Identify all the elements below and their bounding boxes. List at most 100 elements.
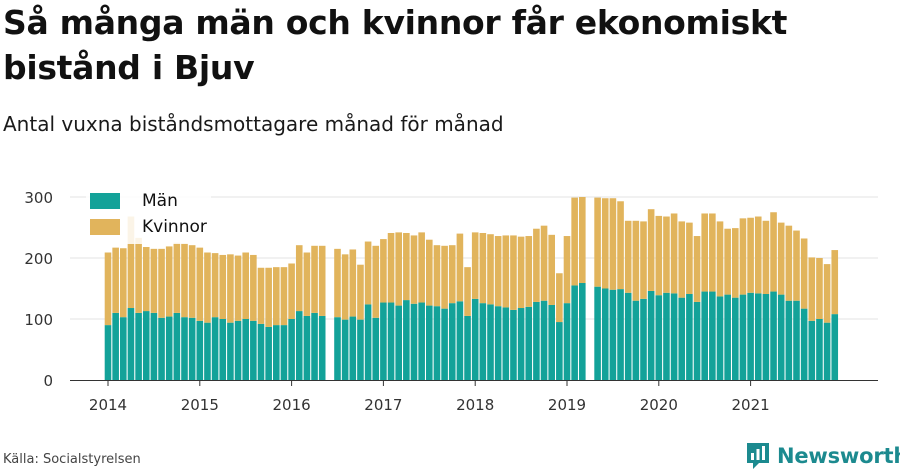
- y-tick-label: 0: [43, 372, 53, 390]
- bar-man: [762, 293, 770, 380]
- bar-kvinnor: [747, 217, 754, 293]
- bar-kvinnor: [502, 235, 510, 308]
- bar-man: [617, 289, 624, 380]
- bar-man: [127, 308, 135, 380]
- bar-kvinnor: [709, 213, 716, 292]
- bar-kvinnor: [670, 213, 678, 294]
- x-tick-label: 2014: [89, 396, 127, 414]
- bar-kvinnor: [441, 245, 448, 309]
- bar-man: [693, 301, 701, 380]
- bar-kvinnor: [732, 228, 739, 298]
- bar-kvinnor: [655, 215, 663, 296]
- bar-kvinnor: [816, 258, 823, 319]
- bar-kvinnor: [395, 232, 402, 306]
- bar-man: [548, 304, 555, 380]
- bar-kvinnor: [104, 252, 112, 326]
- bar-kvinnor: [364, 241, 372, 305]
- bar-man: [257, 323, 265, 380]
- bar-kvinnor: [127, 216, 135, 309]
- x-tick-label: 2019: [548, 396, 586, 414]
- bar-kvinnor: [563, 236, 571, 304]
- bar-kvinnor: [594, 197, 601, 287]
- bar-kvinnor: [571, 197, 578, 286]
- bar-man: [739, 294, 747, 380]
- bar-man: [670, 293, 678, 380]
- bar-man: [380, 302, 387, 380]
- bar-man: [556, 322, 563, 380]
- bar-kvinnor: [372, 245, 380, 318]
- x-tick-label: 2015: [181, 396, 219, 414]
- bar-man: [777, 294, 785, 380]
- y-tick-label: 200: [24, 250, 53, 268]
- bar-man: [716, 296, 724, 380]
- bar-kvinnor: [448, 245, 456, 304]
- bar-kvinnor: [188, 245, 196, 318]
- bar-kvinnor: [785, 225, 793, 301]
- bar-kvinnor: [517, 236, 525, 309]
- legend-swatch-kvinnor: [90, 219, 120, 235]
- bar-kvinnor: [556, 273, 563, 323]
- bar-man: [601, 288, 609, 380]
- bar-man: [647, 290, 655, 380]
- bar-man: [502, 307, 510, 380]
- bar-man: [816, 319, 823, 380]
- bar-man: [785, 300, 793, 380]
- bar-man: [563, 303, 571, 380]
- bar-kvinnor: [754, 216, 762, 294]
- chart-subtitle: Antal vuxna biståndsmottagare månad för …: [3, 112, 504, 136]
- bar-man: [173, 312, 181, 380]
- bar-kvinnor: [533, 228, 540, 302]
- bar-man: [265, 326, 272, 380]
- bar-man: [112, 312, 119, 380]
- bar-kvinnor: [242, 252, 249, 319]
- bar-man: [181, 317, 188, 380]
- bar-man: [686, 293, 693, 380]
- bar-man: [188, 317, 196, 380]
- bar-kvinnor: [303, 252, 311, 316]
- bar-man: [464, 315, 471, 380]
- bar-kvinnor: [632, 220, 640, 301]
- bar-kvinnor: [609, 198, 617, 290]
- bar-kvinnor: [494, 236, 502, 307]
- newsworthy-logo-icon: [747, 443, 769, 469]
- bar-kvinnor: [318, 245, 326, 316]
- bar-man: [311, 312, 318, 380]
- bar-man: [494, 306, 502, 380]
- bar-man: [579, 283, 586, 380]
- bar-kvinnor: [716, 221, 724, 297]
- bar-man: [250, 320, 257, 380]
- bar-kvinnor: [770, 212, 777, 292]
- bar-man: [831, 314, 839, 380]
- bar-kvinnor: [525, 236, 533, 307]
- bar-kvinnor: [219, 254, 227, 319]
- bar-man: [387, 302, 395, 380]
- bar-kvinnor: [617, 201, 624, 290]
- bar-man: [219, 319, 227, 380]
- bar-man: [395, 305, 402, 380]
- bar-man: [594, 286, 601, 380]
- bar-kvinnor: [250, 254, 257, 321]
- bar-kvinnor: [663, 216, 670, 293]
- bar-kvinnor: [211, 253, 219, 318]
- bar-kvinnor: [403, 232, 410, 301]
- bar-kvinnor: [357, 264, 364, 320]
- bar-man: [357, 319, 364, 380]
- bar-kvinnor: [601, 198, 609, 289]
- bar-man: [701, 291, 708, 380]
- legend-item-kvinnor: Kvinnor: [90, 214, 207, 240]
- bar-kvinnor: [288, 263, 295, 319]
- bar-kvinnor: [762, 220, 770, 294]
- bar-man: [471, 298, 479, 380]
- bar-man: [303, 315, 311, 380]
- bar-kvinnor: [204, 252, 211, 323]
- bar-kvinnor: [693, 236, 701, 302]
- chart-title: Så många män och kvinnor får ekonomiskt …: [3, 3, 788, 87]
- bar-kvinnor: [135, 237, 142, 313]
- bar-man: [525, 306, 533, 380]
- bar-kvinnor: [150, 248, 158, 313]
- bar-kvinnor: [724, 228, 731, 295]
- bar-kvinnor: [640, 221, 647, 299]
- x-tick-label: 2021: [732, 396, 770, 414]
- brand-name: Newsworthy: [777, 444, 900, 468]
- bar-man: [295, 311, 303, 380]
